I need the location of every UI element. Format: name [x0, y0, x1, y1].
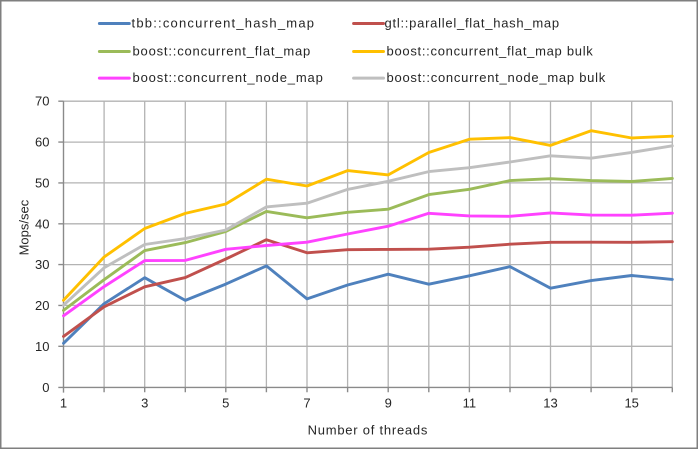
svg-text:40: 40 [35, 216, 49, 231]
svg-text:Mops/sec: Mops/sec [17, 199, 32, 255]
svg-text:boost::concurrent_node_map bul: boost::concurrent_node_map bulk [387, 70, 607, 85]
svg-text:60: 60 [35, 135, 49, 150]
svg-text:tbb::concurrent_hash_map: tbb::concurrent_hash_map [132, 16, 316, 31]
svg-text:50: 50 [35, 175, 49, 190]
svg-text:boost::concurrent_node_map: boost::concurrent_node_map [133, 70, 324, 85]
svg-text:gtl::parallel_flat_hash_map: gtl::parallel_flat_hash_map [385, 16, 560, 31]
svg-text:boost::concurrent_flat_map bul: boost::concurrent_flat_map bulk [387, 44, 594, 59]
svg-text:10: 10 [35, 339, 49, 354]
svg-text:70: 70 [35, 94, 49, 109]
svg-text:20: 20 [35, 298, 49, 313]
svg-text:11: 11 [463, 396, 477, 411]
svg-text:3: 3 [141, 396, 148, 411]
svg-text:0: 0 [42, 380, 49, 395]
svg-text:13: 13 [543, 396, 557, 411]
svg-text:30: 30 [35, 257, 49, 272]
svg-text:7: 7 [303, 396, 310, 411]
svg-text:15: 15 [624, 396, 638, 411]
svg-text:9: 9 [385, 396, 392, 411]
svg-text:5: 5 [222, 396, 229, 411]
svg-text:boost::concurrent_flat_map: boost::concurrent_flat_map [133, 44, 312, 59]
svg-text:1: 1 [60, 396, 67, 411]
svg-text:Number of threads: Number of threads [308, 422, 429, 437]
